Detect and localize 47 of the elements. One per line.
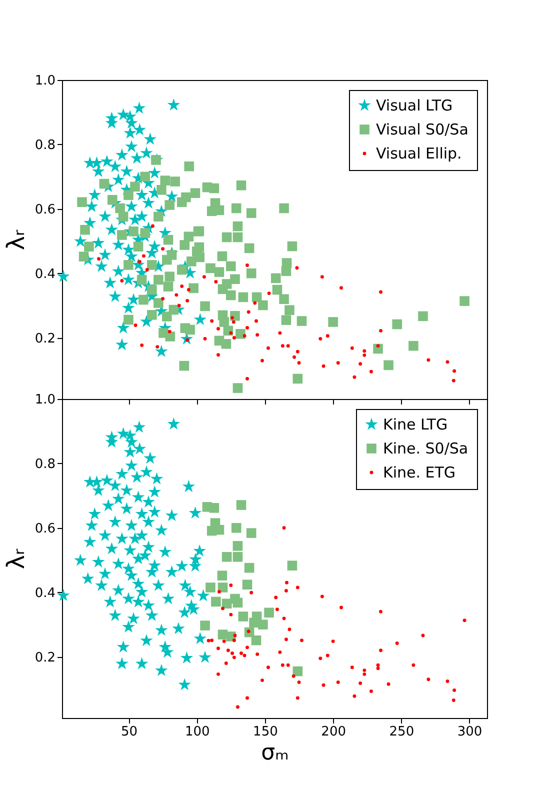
- point: [211, 596, 221, 607]
- y-tick-label: 0.2: [34, 331, 56, 346]
- y-tick-label: 0.6: [34, 202, 56, 218]
- x-tick-label: 250: [389, 724, 414, 740]
- point: [232, 598, 243, 608]
- point: [244, 562, 254, 573]
- point: [209, 503, 220, 513]
- x-tick-label: 200: [321, 724, 346, 740]
- y-axis-title: λᵣ: [2, 548, 30, 570]
- x-axis-title: σₘ: [261, 740, 289, 766]
- y-tick-label: 0.4: [34, 586, 56, 601]
- point: [246, 528, 256, 538]
- point: [251, 635, 262, 646]
- point: [200, 620, 210, 630]
- point: [218, 582, 228, 592]
- point: [287, 560, 298, 570]
- point: [264, 608, 274, 618]
- point: [206, 582, 216, 592]
- point: [292, 666, 303, 676]
- y-tick-label: 1.0: [34, 74, 56, 88]
- y-tick-label: 0.4: [34, 266, 56, 282]
- legend-label: Visual S0/Sa: [376, 120, 468, 138]
- point: [232, 552, 243, 562]
- legend-label: Kine. ETG: [383, 464, 456, 482]
- point: [249, 618, 259, 628]
- y-tick-label: 0.2: [34, 650, 56, 666]
- point: [258, 620, 268, 630]
- y-axis-title: λᵣ: [2, 229, 30, 250]
- point: [217, 570, 228, 580]
- point: [222, 552, 232, 562]
- y-tick-label: 1.0: [34, 392, 56, 408]
- x-tick-label: 100: [184, 724, 210, 740]
- x-tick-label: 300: [457, 724, 482, 740]
- legend-label: Visual Ellip.: [376, 144, 462, 162]
- legend-label: Kine. S0/Sa: [383, 440, 468, 458]
- y-tick-label: 0.8: [34, 456, 56, 472]
- legend-label: Kine LTG: [383, 416, 448, 434]
- x-tick-label: 150: [253, 724, 278, 740]
- point: [232, 541, 243, 551]
- legend-label: Visual LTG: [376, 96, 453, 114]
- x-tick-label: 50: [120, 724, 138, 740]
- point: [236, 500, 246, 510]
- point: [242, 580, 252, 590]
- point: [238, 612, 248, 622]
- y-tick-label: 0.8: [34, 138, 56, 153]
- y-tick-label: 0.6: [34, 521, 56, 536]
- point: [231, 522, 242, 533]
